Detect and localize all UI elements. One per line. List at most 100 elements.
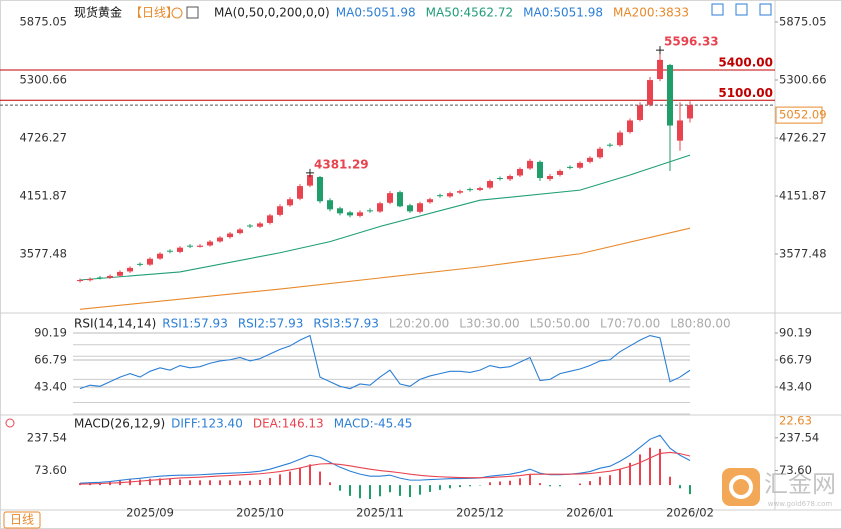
candle-body	[607, 144, 613, 146]
candle-body	[347, 212, 353, 216]
candle-body	[337, 208, 343, 214]
legend-entry: RSI1:57.93	[162, 317, 228, 331]
candle-body	[517, 168, 523, 176]
horizontal-line-label: 5100.00	[718, 86, 773, 100]
candle-body	[77, 279, 83, 282]
candle-body	[457, 191, 463, 193]
candle-body	[177, 247, 183, 252]
candle-body	[367, 210, 373, 212]
indicator-icon[interactable]	[186, 6, 199, 19]
legend-entry: MA50:4562.72	[426, 6, 514, 20]
candle-body	[487, 181, 493, 188]
icon[interactable]	[711, 3, 724, 16]
candle-body	[97, 277, 103, 279]
logo-mark	[729, 475, 753, 499]
x-tick-label: 2026/01	[566, 506, 614, 520]
candle-body	[537, 161, 543, 179]
y-tick-label: 43.40	[34, 380, 67, 394]
candle-body	[267, 215, 273, 223]
level-label: L70:70.00	[600, 317, 660, 331]
candle-body	[547, 175, 553, 180]
candle-body	[207, 241, 213, 246]
candle-body	[237, 229, 243, 234]
icon[interactable]	[759, 3, 772, 16]
y-tick-label-right: 90.19	[779, 326, 812, 340]
side-label: 22.63	[779, 414, 812, 428]
peak-marker	[656, 46, 664, 55]
series-line	[79, 451, 691, 485]
candle-body	[577, 162, 583, 168]
y-tick-label: 3577.48	[19, 246, 67, 260]
legend-entry: MA200:3833	[613, 6, 689, 20]
watermark-name: 汇金网	[764, 470, 836, 498]
x-tick-label: 2025/11	[356, 506, 404, 520]
peak-label: 5596.33	[664, 35, 719, 49]
candle-body	[217, 237, 223, 242]
candle-body	[157, 253, 163, 259]
y-tick-label-right: 4726.27	[779, 131, 827, 145]
candle-body	[447, 193, 453, 197]
candle-body	[477, 188, 483, 190]
peak-label: 4381.29	[314, 157, 369, 171]
logo	[722, 468, 760, 506]
series-line	[79, 154, 691, 281]
add-icon[interactable]	[171, 7, 183, 19]
candle-body	[287, 199, 293, 206]
y-tick-label-right: 73.60	[779, 463, 812, 477]
y-tick-label: 4726.27	[19, 131, 67, 145]
indicator-name: RSI(14,14,14)	[74, 317, 156, 331]
y-tick-label-right: 237.54	[779, 430, 819, 444]
candle-body	[597, 148, 603, 158]
level-label: L20:20.00	[389, 317, 449, 331]
candle-body	[397, 192, 403, 207]
candle-body	[687, 105, 693, 119]
candle-body	[387, 193, 393, 203]
candle-body	[527, 160, 533, 169]
x-tick-label: 2025/10	[236, 506, 284, 520]
legend-entry: MA0:5051.98	[336, 6, 416, 20]
candle-body	[377, 203, 383, 212]
candle-body	[677, 120, 683, 141]
candle-body	[87, 278, 93, 281]
legend-entry: MACD:-45.45	[334, 417, 413, 431]
last-price-box	[775, 106, 823, 124]
candle-body	[187, 245, 193, 247]
y-tick-label-right: 5300.66	[779, 73, 827, 87]
candle-body	[647, 80, 653, 105]
y-tick-label: 90.19	[34, 326, 67, 340]
candle-body	[137, 263, 143, 265]
candle-body	[567, 166, 573, 168]
x-tick-label: 2025/09	[126, 506, 174, 520]
y-tick-label-right: 66.79	[779, 353, 812, 367]
icon[interactable]	[735, 3, 748, 16]
symbol-title: 现货黄金	[74, 5, 122, 20]
settings-icon[interactable]	[5, 418, 15, 428]
candle-body	[327, 200, 333, 210]
candle-body	[587, 157, 593, 162]
period-button[interactable]	[3, 511, 41, 529]
series-line	[79, 434, 691, 484]
candle-body	[277, 206, 283, 215]
legend-entry: DEA:146.13	[253, 417, 324, 431]
legend-entry: RSI2:57.93	[238, 317, 304, 331]
candle-body	[617, 132, 623, 146]
candle-body	[667, 64, 673, 126]
last-price-label: 5052.09	[779, 108, 827, 122]
period-button-label[interactable]: 日线	[10, 513, 34, 527]
candle-body	[357, 212, 363, 216]
y-tick-label-right: 43.40	[779, 380, 812, 394]
horizontal-line-label: 5400.00	[718, 55, 773, 69]
y-tick-label: 73.60	[34, 463, 67, 477]
candle-body	[117, 271, 123, 276]
period-label: 【日线】	[130, 6, 178, 20]
candle-body	[407, 205, 413, 212]
candle-body	[297, 186, 303, 199]
indicator-name: MA(0,50,0,200,0,0)	[214, 6, 330, 20]
y-tick-label: 4151.87	[19, 188, 67, 202]
candle-body	[107, 275, 113, 278]
candle-body	[147, 258, 153, 265]
indicator-name: MACD(26,12,9)	[74, 417, 165, 431]
legend-entry: DIFF:123.40	[171, 417, 243, 431]
